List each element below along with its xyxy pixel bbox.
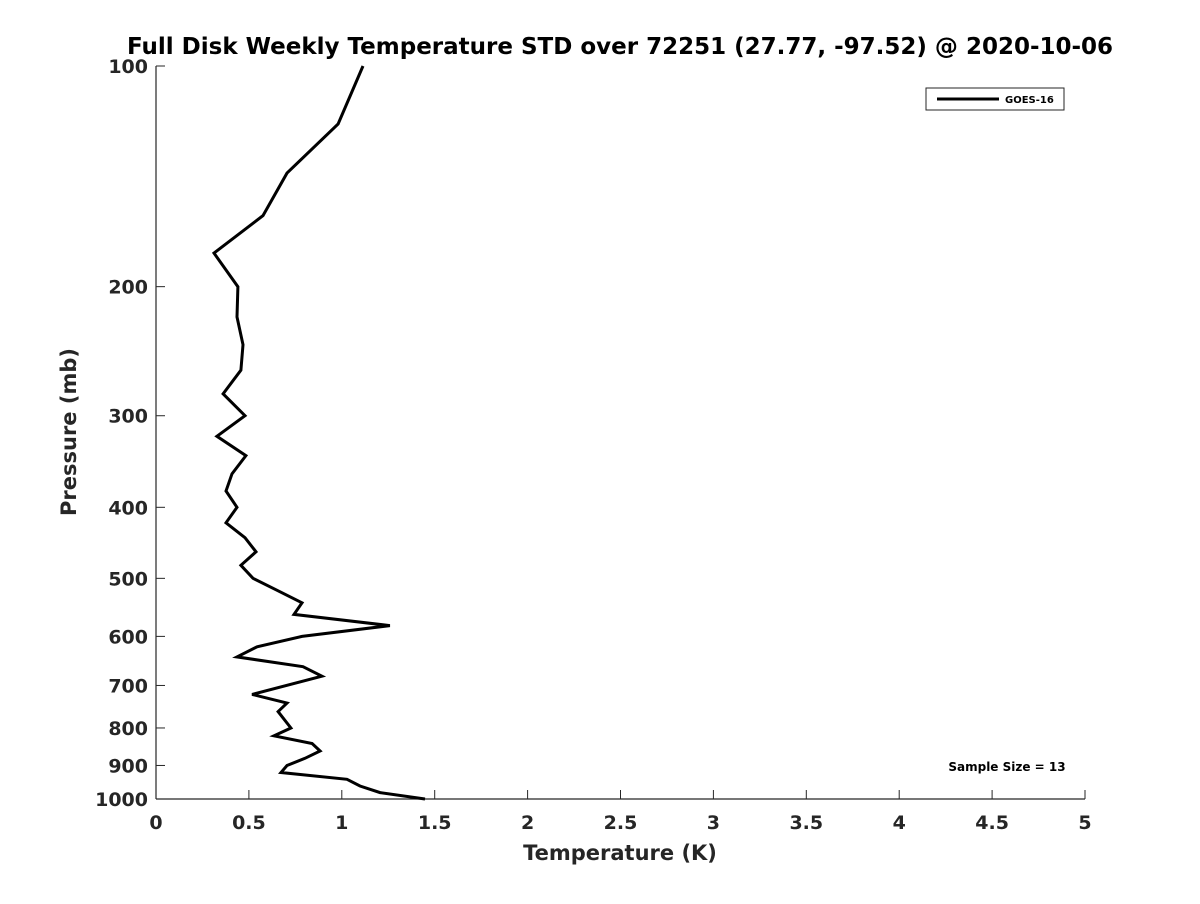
y-tick-label: 300 xyxy=(108,406,148,428)
series-line-goes-16 xyxy=(211,65,426,801)
x-tick-label: 4 xyxy=(893,812,906,834)
y-axis-label: Pressure (mb) xyxy=(57,348,81,516)
x-tick-label: 3 xyxy=(707,812,720,834)
y-tick-label: 800 xyxy=(108,718,148,740)
legend: GOES-16 xyxy=(925,87,1065,111)
y-tick-label: 400 xyxy=(108,497,148,519)
y-tick-label: 600 xyxy=(108,626,148,648)
axes xyxy=(155,66,1085,800)
x-tick-label: 2 xyxy=(521,812,534,834)
y-tick-label: 1000 xyxy=(95,789,148,811)
x-tick-label: 1 xyxy=(335,812,348,834)
y-tick-label: 500 xyxy=(108,568,148,590)
x-tick-label: 0 xyxy=(149,812,162,834)
legend-label-goes-16: GOES-16 xyxy=(1005,95,1054,106)
y-tick-label: 700 xyxy=(108,675,148,697)
x-tick-label: 0.5 xyxy=(232,812,266,834)
y-tick-label: 200 xyxy=(108,277,148,299)
x-tick-label: 5 xyxy=(1078,812,1091,834)
x-tick-label: 4.5 xyxy=(975,812,1009,834)
x-tick-label: 2.5 xyxy=(604,812,638,834)
x-ticks: 0 0.5 1 1.5 2 2.5 3 3.5 4 4.5 5 xyxy=(149,790,1092,834)
x-tick-label: 3.5 xyxy=(789,812,823,834)
y-tick-label: 100 xyxy=(108,56,148,78)
x-axis-label: Temperature (K) xyxy=(523,841,717,865)
sample-size-annotation: Sample Size = 13 xyxy=(948,760,1065,774)
x-tick-label: 1.5 xyxy=(418,812,452,834)
y-ticks: 100 200 300 400 500 600 700 800 900 1000 xyxy=(95,56,165,811)
y-tick-label: 900 xyxy=(108,755,148,777)
chart-title: Full Disk Weekly Temperature STD over 72… xyxy=(127,34,1113,60)
